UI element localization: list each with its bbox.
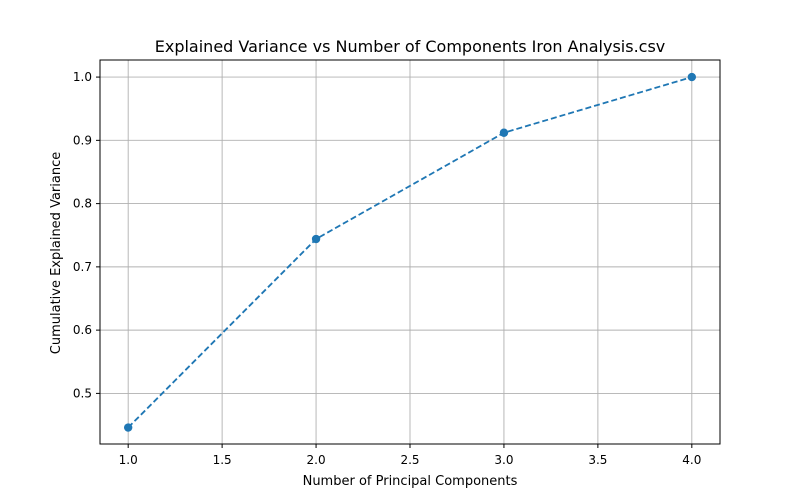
x-tick-label: 1.0	[119, 453, 138, 467]
x-tick-label: 4.0	[682, 453, 701, 467]
data-point	[123, 423, 133, 432]
x-tick-label: 2.0	[307, 453, 326, 467]
data-point	[687, 72, 697, 82]
chart-title: Explained Variance vs Number of Componen…	[155, 37, 666, 56]
y-tick-label: 0.9	[73, 133, 92, 147]
x-axis-label: Number of Principal Components	[303, 474, 518, 489]
x-tick-label: 1.5	[213, 453, 232, 467]
x-tick-label: 3.0	[494, 453, 513, 467]
y-axis-label: Cumulative Explained Variance	[49, 152, 64, 354]
data-point	[499, 128, 509, 137]
y-tick-label: 0.6	[73, 323, 92, 337]
y-tick-label: 0.7	[73, 260, 92, 274]
ticks: 1.0 1.5 2.0 2.5 3.0 3.5 4.0 0.5 0.6 0.7 0.8 0.9 1.0	[73, 70, 701, 467]
series	[123, 72, 697, 432]
series-line	[127, 76, 693, 429]
y-tick-label: 1.0	[73, 70, 92, 84]
x-tick-label: 3.5	[588, 453, 607, 467]
data-point	[311, 234, 321, 244]
x-tick-label: 2.5	[400, 453, 419, 467]
y-tick-label: 0.5	[73, 386, 92, 400]
y-tick-label: 0.8	[73, 197, 92, 211]
grid	[100, 60, 720, 444]
